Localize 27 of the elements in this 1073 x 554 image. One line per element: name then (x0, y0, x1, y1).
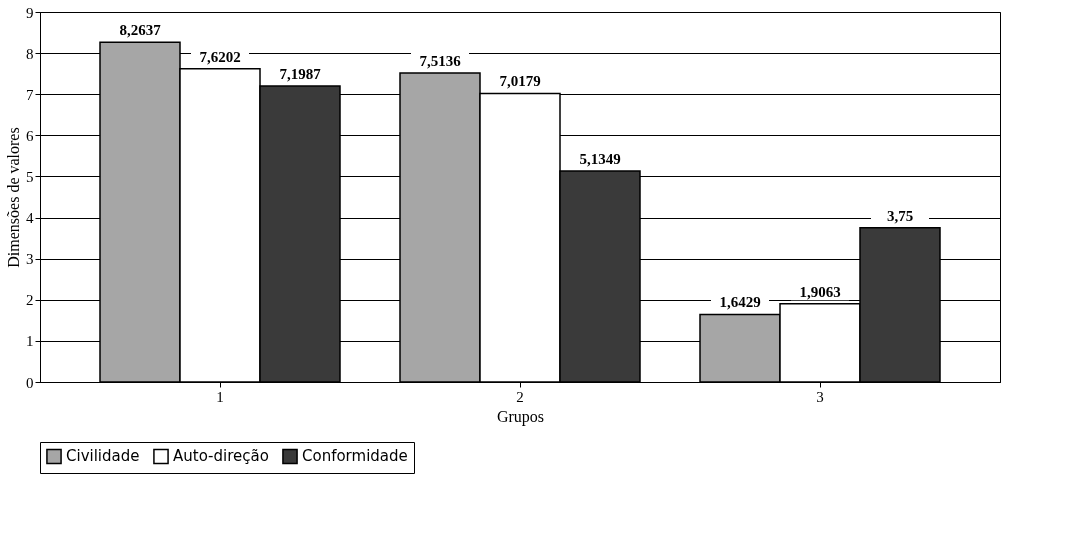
data-label: 7,6202 (199, 48, 241, 65)
y-tick-label: 1 (26, 333, 34, 350)
legend-label: Auto-direção (173, 447, 269, 466)
y-tick-label: 6 (26, 127, 34, 144)
data-label: 1,9063 (799, 283, 841, 300)
y-axis-title: Dimensões de valores (5, 127, 22, 268)
y-tick-label: 9 (26, 4, 34, 21)
y-tick-label: 2 (26, 292, 34, 309)
x-tick-label: 2 (516, 388, 524, 405)
legend-label: Conformidade (302, 447, 408, 466)
y-tick-label: 0 (26, 374, 34, 391)
data-label: 7,1987 (279, 66, 322, 83)
x-tick-label: 3 (816, 388, 824, 405)
x-tick-label: 1 (216, 388, 224, 405)
legend-label: Civilidade (66, 447, 140, 466)
data-label: 5,1349 (579, 150, 621, 167)
data-label: 3,75 (886, 207, 914, 224)
data-label: 7,5136 (419, 53, 462, 70)
x-axis-title: Grupos (496, 407, 545, 426)
data-label: 1,6429 (719, 294, 761, 311)
data-label: 7,0179 (499, 73, 541, 90)
y-tick-label: 8 (26, 45, 34, 62)
data-label: 8,2637 (119, 22, 162, 39)
y-tick-label: 7 (26, 86, 34, 103)
y-tick-label: 3 (26, 251, 34, 268)
y-tick-label: 4 (26, 210, 34, 227)
y-tick-label: 5 (26, 168, 34, 185)
